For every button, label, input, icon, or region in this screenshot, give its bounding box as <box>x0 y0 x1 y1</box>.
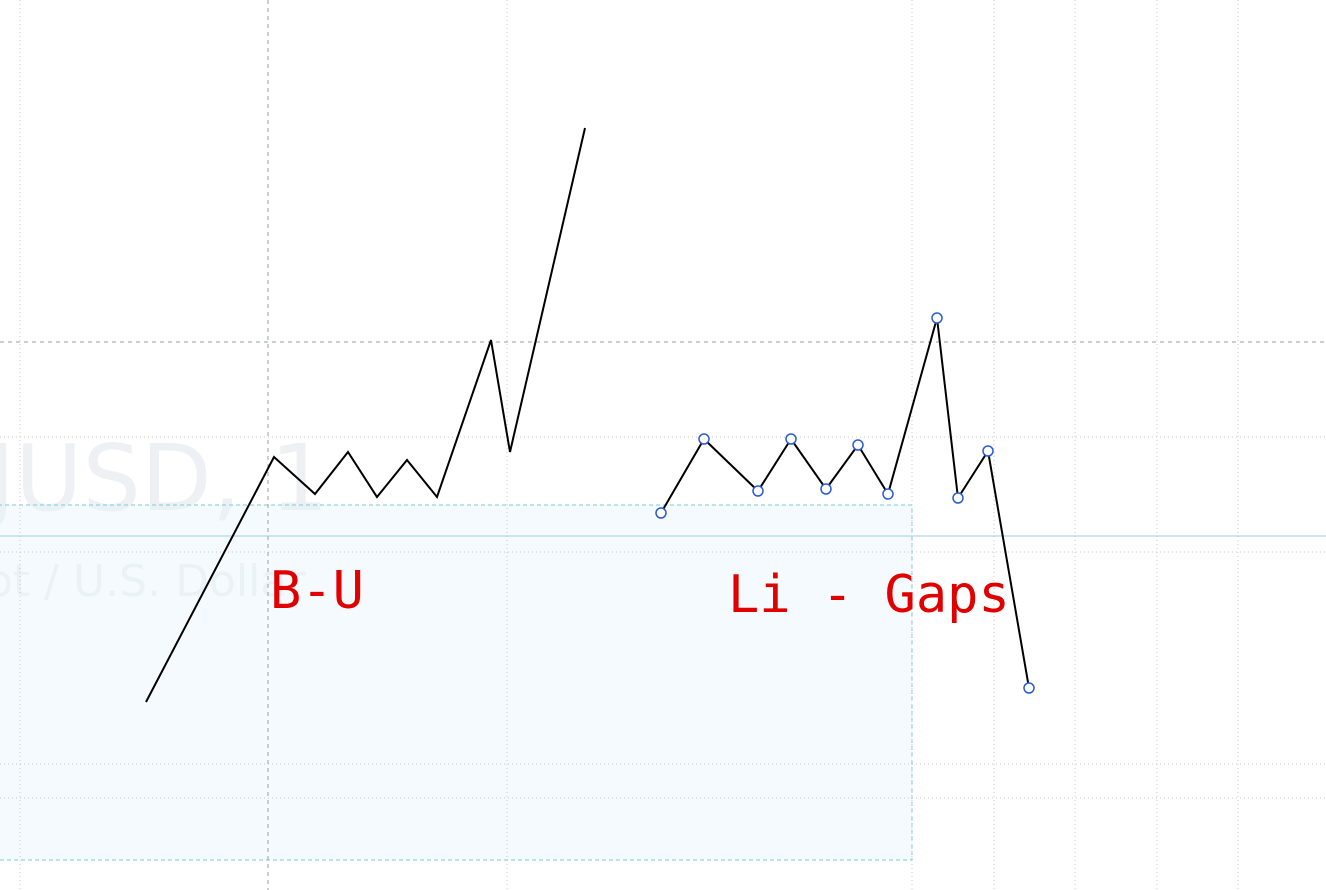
anchor-points <box>655 312 1035 694</box>
anchor-point[interactable] <box>785 433 797 445</box>
annotation: B-U <box>270 561 364 621</box>
watermark-description: ot / U.S. Dollar <box>0 556 306 607</box>
anchor-point[interactable] <box>820 483 832 495</box>
anchor-point[interactable] <box>1023 682 1035 694</box>
anchor-point[interactable] <box>698 433 710 445</box>
watermark-symbol: JUSD, 1 <box>0 425 329 532</box>
anchor-point[interactable] <box>882 488 894 500</box>
rectangle-drawing <box>0 504 913 861</box>
anchor-point[interactable] <box>952 492 964 504</box>
anchor-point[interactable] <box>655 507 667 519</box>
anchor-point[interactable] <box>752 485 764 497</box>
anchor-point[interactable] <box>931 312 943 324</box>
anchor-point[interactable] <box>982 445 994 457</box>
anchor-point[interactable] <box>852 439 864 451</box>
annotation: Li - Gaps <box>728 565 1010 625</box>
path-drawing[interactable] <box>145 127 586 703</box>
